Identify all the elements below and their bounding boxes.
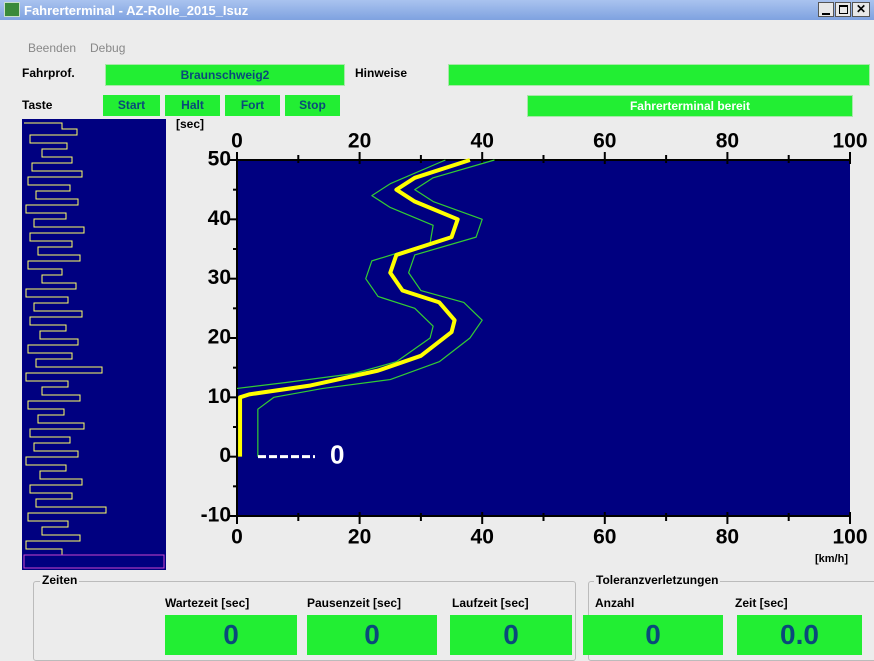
menu-item[interactable]: Beenden — [28, 41, 77, 55]
tolerance-curve — [257, 159, 495, 457]
x-tick-label-bottom: 40 — [471, 526, 494, 549]
x-unit-label: [km/h] — [815, 553, 848, 565]
keys-label: Taste — [22, 98, 53, 112]
times-title: Zeiten — [40, 573, 80, 587]
time-cursor-label: 0 — [330, 440, 344, 470]
profile-overview — [22, 119, 166, 570]
x-tick-label-top: 40 — [471, 130, 494, 153]
x-tick-label-bottom: 0 — [231, 526, 243, 549]
x-tick-label-top: 20 — [348, 130, 371, 153]
target-curve — [238, 158, 471, 457]
y-tick-label: 0 — [219, 444, 231, 467]
close-button[interactable]: ✕ — [852, 2, 870, 17]
x-tick-label-top: 60 — [593, 130, 616, 153]
count-value: 0 — [583, 615, 723, 655]
stop-button[interactable]: Stop — [285, 95, 340, 116]
y-tick-label: -10 — [201, 504, 231, 527]
violations-title: Toleranzverletzungen — [594, 573, 721, 587]
maximize-button[interactable] — [835, 2, 851, 17]
app-icon — [4, 2, 20, 17]
violation-time-label: Zeit [sec] — [735, 596, 788, 610]
hints-label: Hinweise — [355, 66, 408, 80]
status-field: Fahrerterminal bereit — [527, 95, 853, 117]
x-tick-label-bottom: 20 — [348, 526, 371, 549]
window-title: Fahrerterminal - AZ-Rolle_2015_Isuz — [24, 3, 249, 18]
y-tick-label: 50 — [208, 148, 231, 171]
y-tick-label: 30 — [208, 266, 231, 289]
profile-field: Braunschweig2 — [105, 64, 345, 86]
count-label: Anzahl — [595, 596, 635, 610]
x-tick-label-top: 0 — [231, 130, 243, 153]
y-tick-label: 10 — [208, 385, 231, 408]
minimize-button[interactable] — [818, 2, 834, 17]
tolerance-curve — [236, 159, 446, 390]
menu-item[interactable]: Debug — [90, 41, 126, 55]
pause-time-value: 0 — [307, 615, 437, 655]
violation-time-value: 0.0 — [737, 615, 862, 655]
run-time-value: 0 — [450, 615, 572, 655]
start-button[interactable]: Start — [103, 95, 160, 116]
plot-area — [237, 160, 850, 516]
x-tick-label-bottom: 80 — [716, 526, 739, 549]
x-tick-label-bottom: 100 — [832, 526, 867, 549]
y-tick-label: 20 — [208, 326, 231, 349]
x-tick-label-bottom: 60 — [593, 526, 616, 549]
x-tick-label-top: 80 — [716, 130, 739, 153]
wait-time-value: 0 — [165, 615, 297, 655]
y-tick-label: 40 — [208, 207, 231, 230]
pause-time-label: Pausenzeit [sec] — [307, 596, 402, 610]
overview-profile-line — [24, 122, 107, 556]
speed-time-chart: [sec] [km/h] -10010203040500020204040606… — [176, 117, 868, 565]
halt-button[interactable]: Halt — [165, 95, 220, 116]
y-unit-label: [sec] — [176, 117, 204, 131]
run-time-label: Laufzeit [sec] — [452, 596, 529, 610]
hints-field — [448, 64, 870, 86]
fort-button[interactable]: Fort — [225, 95, 280, 116]
x-tick-label-top: 100 — [832, 130, 867, 153]
overview-window — [23, 554, 165, 569]
profile-label: Fahrprof. — [22, 66, 75, 80]
title-bar: Fahrerterminal - AZ-Rolle_2015_Isuz ✕ — [0, 0, 874, 20]
wait-time-label: Wartezeit [sec] — [165, 596, 250, 610]
